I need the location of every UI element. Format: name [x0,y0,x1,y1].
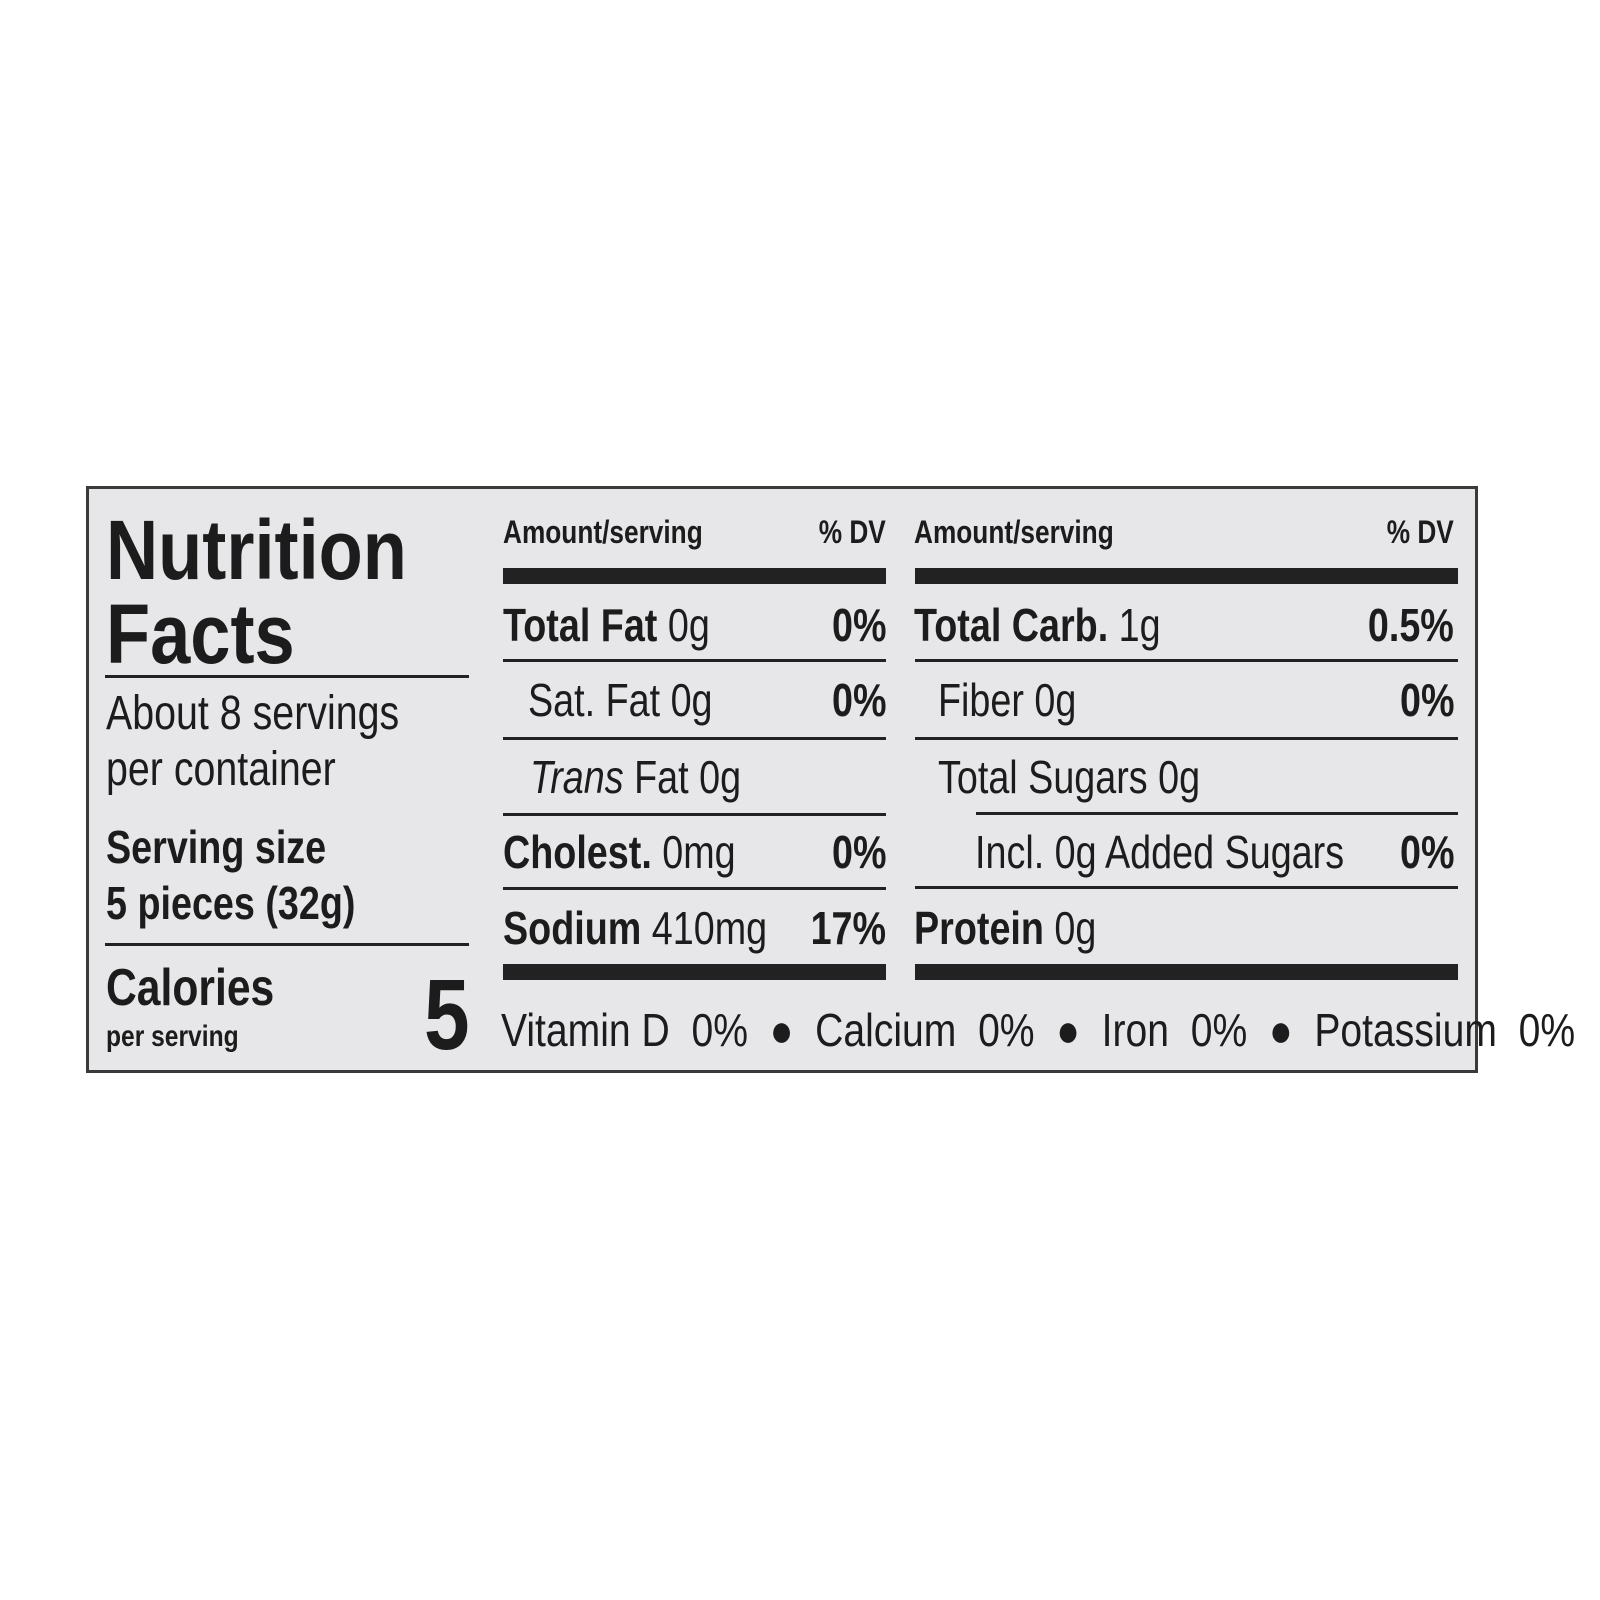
divider [105,943,469,946]
row-total-carb: Total Carb. 1g [914,599,1161,651]
header-dv: % DV [818,514,886,550]
serving-size-label: Serving size [106,821,327,873]
thick-bar [915,568,1458,584]
calories-per-serving: per serving [106,1020,239,1053]
divider [503,737,886,740]
divider [503,659,886,662]
header-amount-per-serving: Amount/serving [503,514,703,550]
dv-total-fat: 0% [831,599,886,651]
thick-bar [915,964,1458,980]
row-total-sugars: Total Sugars 0g [938,751,1201,803]
row-trans-fat: Trans Fat 0g [530,751,742,803]
vitamin-d: Vitamin D 0% [501,1004,749,1056]
divider [976,812,1458,815]
dv-fiber: 0% [1399,674,1454,726]
row-protein: Protein 0g [914,902,1097,954]
vitamins-minerals-line: Vitamin D 0% ● Calcium 0% ● Iron 0% ● Po… [501,1007,1575,1053]
header-amount-per-serving-right: Amount/serving [914,514,1114,550]
row-cholesterol: Cholest. 0mg [503,826,736,878]
servings-per-container-line2: per container [106,743,336,796]
divider [503,813,886,816]
calcium: Calcium 0% [815,1004,1035,1056]
divider [105,675,469,678]
bullet-icon: ● [1045,1004,1091,1056]
iron: Iron 0% [1101,1004,1248,1056]
title-nutrition: Nutrition [106,503,407,597]
bullet-icon: ● [758,1004,805,1056]
header-dv-right: % DV [1386,514,1454,550]
potassium: Potassium 0% [1314,1004,1576,1056]
row-fiber: Fiber 0g [938,674,1077,726]
bullet-icon: ● [1258,1004,1304,1056]
divider [915,886,1458,889]
thick-bar [503,568,886,584]
divider [503,887,886,890]
serving-size-value: 5 pieces (32g) [106,877,356,929]
title-facts: Facts [106,587,295,681]
row-total-fat: Total Fat 0g [503,599,710,651]
row-sat-fat: Sat. Fat 0g [528,674,713,726]
servings-per-container: About 8 servings [106,687,400,740]
calories-value: 5 [424,959,470,1071]
dv-cholesterol: 0% [831,826,886,878]
row-added-sugars: Incl. 0g Added Sugars [975,826,1345,878]
dv-added-sugars: 0% [1399,826,1454,878]
dv-sodium: 17% [810,902,886,954]
dv-total-carb: 0.5% [1368,599,1454,651]
thick-bar [503,964,886,980]
dv-sat-fat: 0% [831,674,886,726]
calories-label: Calories [106,959,275,1017]
row-sodium: Sodium 410mg [503,902,768,954]
divider [915,659,1458,662]
divider [915,737,1458,740]
